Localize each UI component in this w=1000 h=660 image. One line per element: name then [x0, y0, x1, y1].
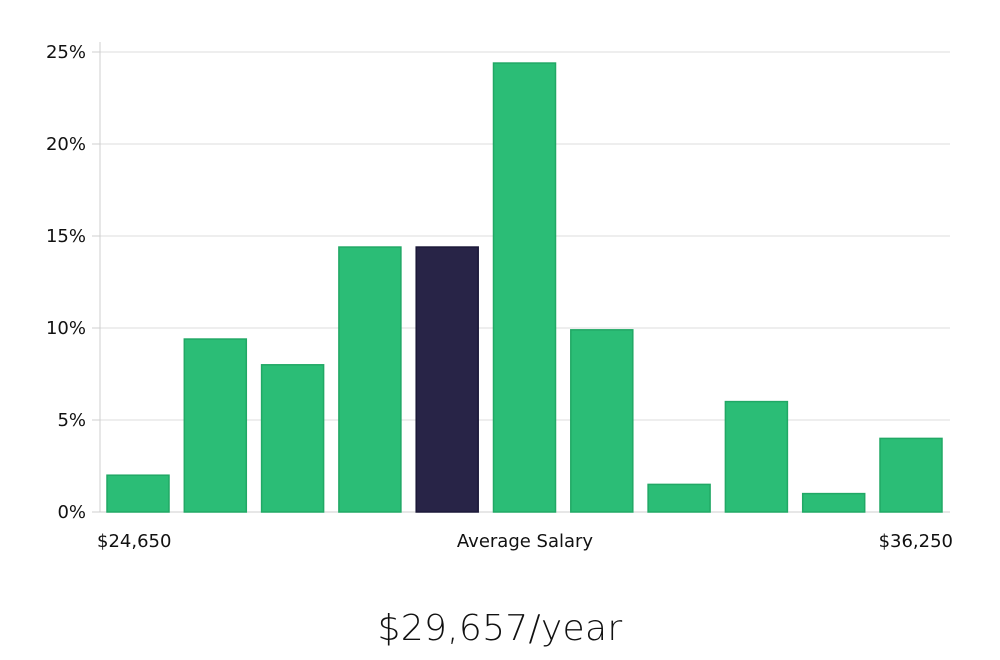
bar	[492, 62, 557, 513]
bar	[260, 364, 325, 513]
x-label-average: Average Salary	[457, 531, 594, 552]
bar-average-salary	[415, 246, 479, 513]
x-label-max: $36,250	[879, 531, 953, 552]
bars	[106, 62, 943, 513]
y-tick-label: 5%	[57, 410, 86, 431]
bar	[879, 437, 943, 513]
bar	[801, 492, 866, 513]
y-tick-label: 10%	[46, 318, 86, 339]
y-axis-ticks: 0% 5% 10% 15% 20% 25%	[46, 42, 100, 523]
bar	[338, 246, 402, 513]
x-label-min: $24,650	[97, 531, 171, 552]
average-salary-value: $29,657/year	[377, 608, 623, 649]
y-tick-label: 20%	[46, 134, 86, 155]
y-tick-label: 0%	[57, 502, 86, 523]
bar	[106, 474, 170, 513]
bar	[724, 400, 789, 513]
y-tick-label: 15%	[46, 226, 86, 247]
bar	[570, 329, 634, 513]
y-tick-label: 25%	[46, 42, 86, 63]
salary-distribution-chart: 0%5%10%15%20%25% $24,650 Average Salary …	[46, 42, 953, 552]
bar	[183, 338, 248, 513]
bar	[647, 483, 711, 513]
